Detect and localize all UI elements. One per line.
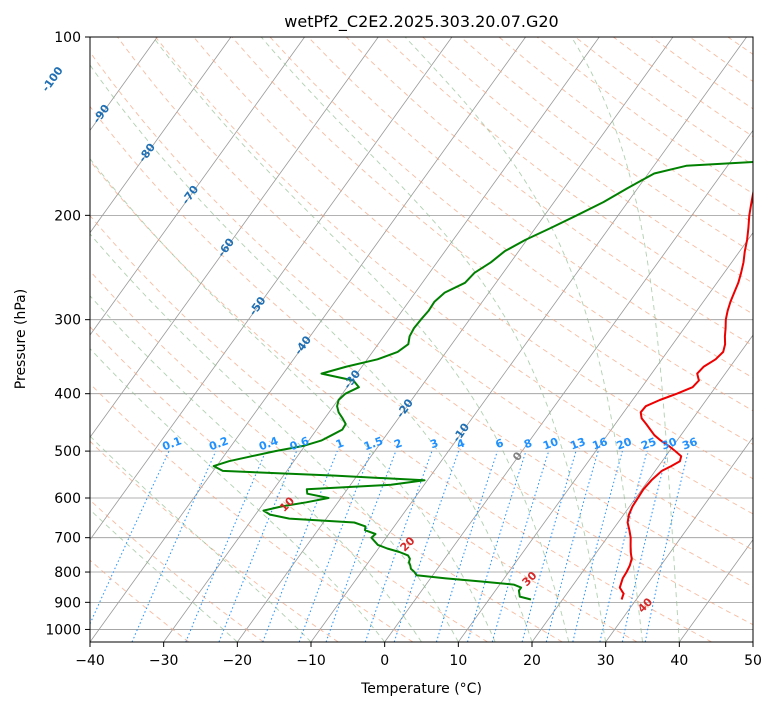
- isotherm--40: [90, 37, 526, 642]
- dry-adiabat: [384, 37, 753, 315]
- x-tick-label: −30: [149, 653, 179, 669]
- dry-adiabat: [90, 382, 414, 642]
- x-tick-label: 20: [523, 653, 541, 669]
- mixing-ratio-label: 20: [615, 435, 634, 453]
- isotherm-40: [679, 539, 753, 642]
- moist-adiabat: [90, 435, 312, 642]
- mixing-ratio-line: [621, 450, 669, 642]
- mixing-ratio-label: 16: [591, 435, 610, 453]
- dry-adiabat: [90, 326, 488, 642]
- mixing-ratio-label: 0.2: [207, 434, 230, 453]
- y-tick-label: 200: [54, 208, 81, 224]
- sounding-lines: [212, 160, 753, 601]
- x-tick-label: 0: [380, 653, 389, 669]
- mixing-ratio-line: [298, 450, 372, 642]
- isotherm--80: [90, 37, 232, 234]
- y-tick-label: 400: [54, 387, 81, 403]
- y-tick-label: 700: [54, 531, 81, 547]
- dry-adiabat: [422, 37, 753, 284]
- x-tick-label: −10: [296, 653, 326, 669]
- y-tick-label: 500: [54, 444, 81, 460]
- x-axis-label: Temperature (°C): [360, 681, 482, 697]
- x-tick-label: 40: [670, 653, 688, 669]
- mixing-ratio-label: 2: [392, 436, 404, 451]
- y-axis-label: Pressure (hPa): [13, 289, 29, 389]
- x-tick-label: −40: [75, 653, 105, 669]
- mixing-ratio-line: [644, 450, 689, 642]
- background-guides: [90, 37, 753, 642]
- mixing-ratio-line: [325, 450, 397, 642]
- moist-adiabat: [90, 509, 238, 642]
- isotherm-10: [458, 232, 753, 642]
- mixing-ratio-label: 36: [680, 435, 699, 453]
- mixing-ratio-label: 0.6: [288, 434, 311, 453]
- mixing-ratio-line: [364, 450, 433, 642]
- x-tick-label: 30: [597, 653, 615, 669]
- mixing-ratio-line: [262, 450, 338, 642]
- moist-adiabat: [90, 233, 459, 642]
- dry-adiabat: [90, 214, 638, 642]
- axes: −40 −30 −20 −10 0 10 20 30 40 5010020030040050060…: [45, 30, 762, 669]
- chart-title: wetPf2_C2E2.2025.303.20.07.G20: [284, 12, 558, 32]
- temperature-profile: [618, 188, 753, 600]
- mixing-ratio-line: [393, 450, 460, 642]
- mixing-ratio-label: 6: [494, 436, 506, 451]
- mixing-ratio-label: 13: [569, 435, 588, 452]
- y-tick-label: 100: [54, 30, 81, 46]
- mixing-ratio-label: 4: [455, 436, 467, 451]
- plot-frame: [89, 36, 754, 643]
- isotherm--30: [163, 37, 600, 642]
- mixing-ratio-label: 25: [639, 435, 658, 452]
- dry-adiabat: [345, 37, 753, 347]
- mixing-ratio-line: [599, 450, 648, 642]
- moist-adiabat: [152, 37, 570, 642]
- dry-adiabat: [90, 559, 190, 642]
- mixing-ratio-line: [491, 450, 550, 642]
- mixing-ratio-label: 10: [541, 435, 560, 453]
- moist-adiabat: [90, 158, 496, 642]
- mixing-ratio-label: 30: [660, 435, 679, 453]
- isotherm--60: [90, 37, 379, 439]
- mixing-ratio-line: [131, 450, 217, 642]
- dry-adiabat: [90, 160, 712, 642]
- mixing-ratio-label: 1: [334, 436, 346, 451]
- y-tick-label: 1000: [45, 622, 81, 638]
- dry-adiabat: [155, 37, 753, 515]
- y-tick-label: 800: [54, 565, 81, 581]
- isotherm--50: [90, 37, 453, 541]
- dewpoint-profile: [212, 160, 753, 601]
- mixing-ratio-label: 3: [428, 436, 440, 451]
- mixing-ratio-line: [545, 450, 599, 642]
- isotherm-30: [605, 436, 753, 642]
- dry-adiabat: [269, 37, 753, 412]
- isotherm-20: [531, 334, 753, 642]
- mixing-ratio-line: [572, 450, 623, 642]
- mixing-ratio-line: [185, 450, 267, 642]
- mixing-ratio-label: 0.4: [257, 434, 280, 453]
- mixing-ratio-line: [521, 450, 577, 642]
- y-tick-label: 900: [54, 595, 81, 611]
- x-tick-label: −20: [223, 653, 253, 669]
- moist-adiabat: [404, 37, 643, 642]
- dry-adiabat: [90, 105, 753, 626]
- dry-adiabat: [90, 51, 753, 588]
- y-tick-label: 600: [54, 491, 81, 507]
- mixing-ratio-line: [218, 450, 298, 642]
- dry-adiabat: [90, 270, 563, 642]
- isotherm--20: [237, 37, 674, 642]
- x-tick-label: 10: [449, 653, 467, 669]
- isotherm--70: [90, 37, 305, 336]
- dry-adiabat: [193, 37, 753, 480]
- isotherm-0: [384, 129, 753, 642]
- mixing-ratio-line: [435, 450, 498, 642]
- mixing-ratio-label: 1.5: [362, 434, 385, 453]
- mixing-ratio-line: [467, 450, 527, 642]
- moist-adiabat: [90, 347, 386, 642]
- moist-adiabat: [571, 37, 680, 642]
- mixing-ratio-label: 0.1: [161, 434, 184, 453]
- mixing-ratio-label: 8: [522, 436, 534, 451]
- y-tick-label: 300: [54, 313, 81, 329]
- x-tick-label: 50: [744, 653, 762, 669]
